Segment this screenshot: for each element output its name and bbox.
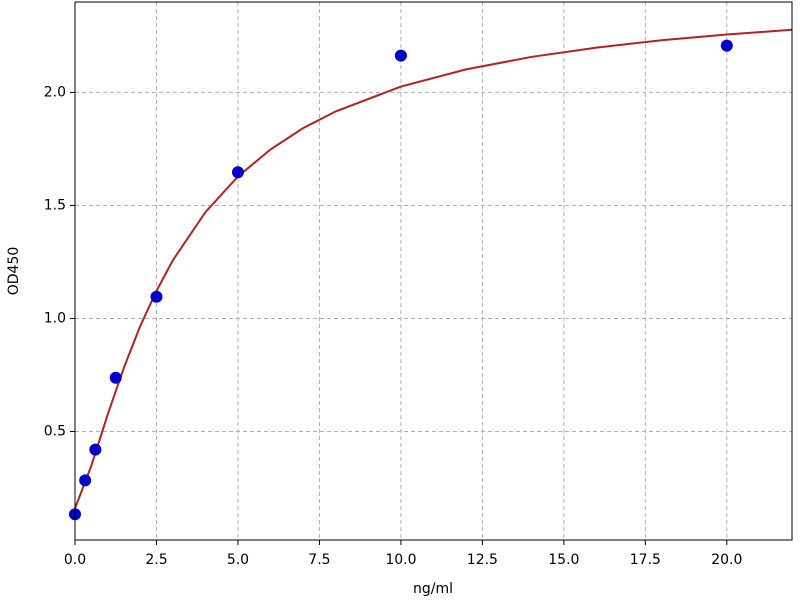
x-tick-label: 17.5 <box>630 552 661 568</box>
data-point <box>109 371 122 384</box>
data-point <box>231 166 244 179</box>
x-tick-label: 12.5 <box>467 552 498 568</box>
plot-frame <box>74 1 793 541</box>
y-tick-label: 1.0 <box>44 310 66 326</box>
fit-curve <box>74 28 793 509</box>
data-point <box>89 443 102 456</box>
x-tick-label: 15.0 <box>548 552 579 568</box>
plot-area <box>75 2 792 540</box>
y-tick-label: 1.5 <box>44 197 66 213</box>
data-point <box>394 49 407 62</box>
x-axis-label: ng/ml <box>413 581 453 597</box>
y-axis-label: OD450 <box>6 247 22 296</box>
data-point <box>720 39 733 52</box>
x-tick-label: 0.0 <box>64 552 86 568</box>
data-point <box>150 290 163 303</box>
y-tick-label: 0.5 <box>44 423 66 439</box>
y-tick-label: 2.0 <box>44 84 66 100</box>
x-tick-label: 20.0 <box>711 552 742 568</box>
x-tick-label: 10.0 <box>385 552 416 568</box>
data-point <box>79 474 92 487</box>
x-tick-label: 5.0 <box>227 552 249 568</box>
x-tick-label: 2.5 <box>145 552 167 568</box>
x-tick-label: 7.5 <box>308 552 330 568</box>
